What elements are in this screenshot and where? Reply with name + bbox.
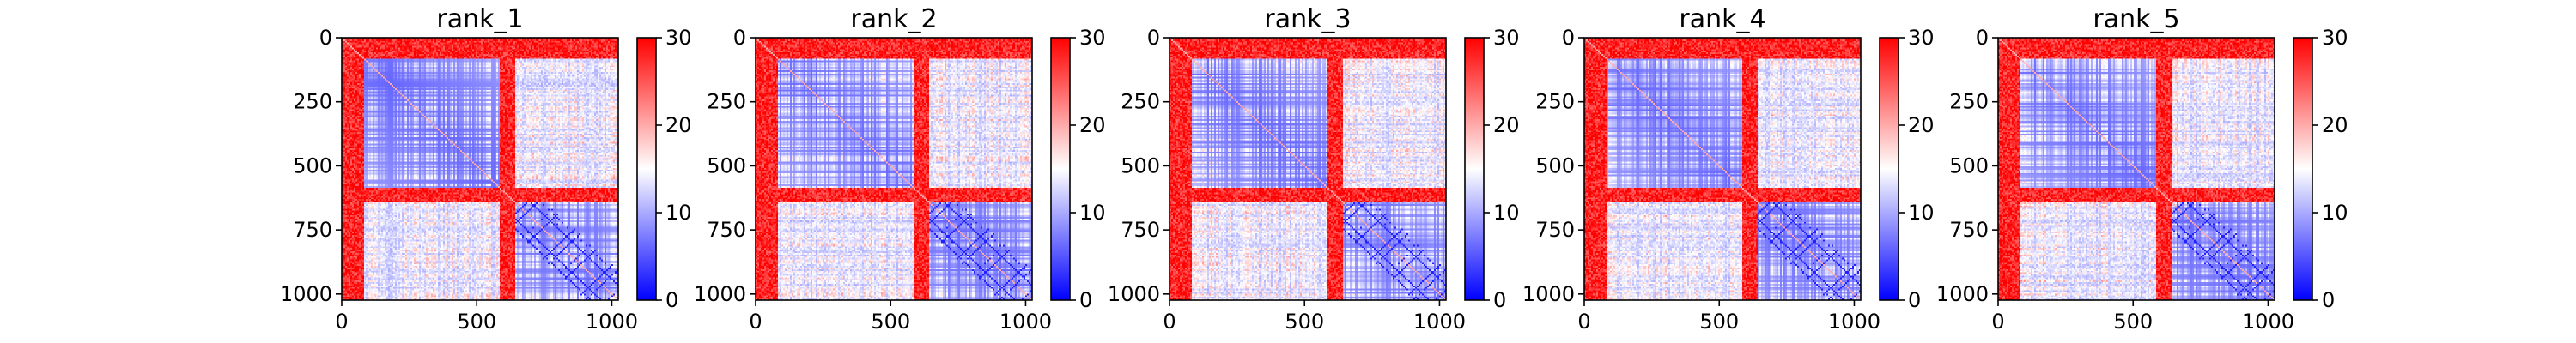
colorbar-tick-label: 0	[2322, 288, 2335, 312]
y-tick-label: 0	[1147, 26, 1160, 50]
colorbar-tick-label: 10	[665, 201, 692, 225]
colorbar-tick-label: 10	[2322, 201, 2348, 225]
heatmap-image	[1170, 38, 1446, 300]
x-tick-label: 0	[1163, 310, 1176, 334]
y-tick-label: 750	[1535, 218, 1575, 242]
x-tick-label: 500	[871, 310, 910, 334]
y-tick-label: 500	[1121, 153, 1160, 178]
y-tick-label: 750	[707, 218, 746, 242]
panel-title: rank_3	[1264, 4, 1351, 34]
x-tick-label: 500	[2113, 310, 2153, 334]
heatmap-image	[756, 38, 1032, 300]
panel-title: rank_2	[850, 4, 937, 34]
colorbar	[1051, 38, 1070, 300]
y-tick-label: 1000	[1936, 282, 1989, 306]
colorbar-tick-label: 0	[1493, 288, 1506, 312]
panel-title: rank_5	[2093, 4, 2179, 34]
axes-frame	[755, 37, 1033, 301]
y-tick-label: 0	[733, 26, 746, 50]
y-tick-label: 0	[319, 26, 332, 50]
y-tick-label: 500	[707, 153, 746, 178]
colorbar-tick-label: 10	[1079, 201, 1106, 225]
colorbar-tick-label: 30	[1493, 26, 1520, 50]
colorbar-frame	[1879, 37, 1899, 301]
x-tick-label: 1000	[586, 310, 638, 334]
x-tick-label: 0	[1991, 310, 2004, 334]
y-tick-label: 1000	[1108, 282, 1160, 306]
y-tick-label: 750	[293, 218, 332, 242]
colorbar-tick-label: 20	[1908, 113, 1935, 137]
x-tick-label: 0	[749, 310, 762, 334]
x-tick-label: 1000	[999, 310, 1052, 334]
colorbar	[2293, 38, 2312, 300]
y-tick-label: 0	[1976, 26, 1989, 50]
colorbar-tick-label: 0	[1079, 288, 1092, 312]
y-tick-label: 250	[1949, 90, 1989, 114]
y-tick-label: 500	[293, 153, 332, 178]
x-tick-label: 1000	[2242, 310, 2294, 334]
colorbar-tick-label: 20	[2322, 113, 2348, 137]
panel-title: rank_4	[1679, 4, 1765, 34]
x-tick-label: 0	[1577, 310, 1590, 334]
colorbar-frame	[2293, 37, 2313, 301]
axes-frame	[1997, 37, 2275, 301]
heatmap-image	[1584, 38, 1861, 300]
x-tick-label: 1000	[1413, 310, 1466, 334]
y-tick-label: 0	[1562, 26, 1575, 50]
axes-frame	[341, 37, 619, 301]
y-tick-label: 250	[1121, 90, 1160, 114]
colorbar-tick-label: 30	[2322, 26, 2348, 50]
y-tick-label: 1000	[1522, 282, 1575, 306]
y-tick-label: 750	[1949, 218, 1989, 242]
y-tick-label: 250	[293, 90, 332, 114]
colorbar	[637, 38, 656, 300]
colorbar-tick-label: 30	[665, 26, 692, 50]
x-tick-label: 500	[1699, 310, 1739, 334]
colorbar-tick-label: 10	[1908, 201, 1935, 225]
x-tick-label: 500	[457, 310, 496, 334]
colorbar	[1465, 38, 1484, 300]
colorbar-tick-label: 20	[1493, 113, 1520, 137]
axes-frame	[1169, 37, 1447, 301]
y-tick-label: 500	[1535, 153, 1575, 178]
y-tick-label: 250	[707, 90, 746, 114]
colorbar-tick-label: 0	[1908, 288, 1921, 312]
y-tick-label: 750	[1121, 218, 1160, 242]
heatmap-image	[1998, 38, 2275, 300]
colorbar-tick-label: 10	[1493, 201, 1520, 225]
colorbar-frame	[1464, 37, 1485, 301]
colorbar-tick-label: 20	[665, 113, 692, 137]
panel-title: rank_1	[436, 4, 523, 34]
x-tick-label: 1000	[1828, 310, 1880, 334]
colorbar-tick-label: 30	[1908, 26, 1935, 50]
y-tick-label: 1000	[280, 282, 332, 306]
colorbar	[1880, 38, 1899, 300]
colorbar-frame	[636, 37, 657, 301]
heatmap-image	[342, 38, 618, 300]
x-tick-label: 0	[335, 310, 348, 334]
colorbar-tick-label: 30	[1079, 26, 1106, 50]
colorbar-tick-label: 0	[665, 288, 678, 312]
axes-frame	[1583, 37, 1862, 301]
x-tick-label: 500	[1285, 310, 1324, 334]
colorbar-frame	[1050, 37, 1071, 301]
y-tick-label: 1000	[694, 282, 746, 306]
colorbar-tick-label: 20	[1079, 113, 1106, 137]
y-tick-label: 250	[1535, 90, 1575, 114]
y-tick-label: 500	[1949, 153, 1989, 178]
